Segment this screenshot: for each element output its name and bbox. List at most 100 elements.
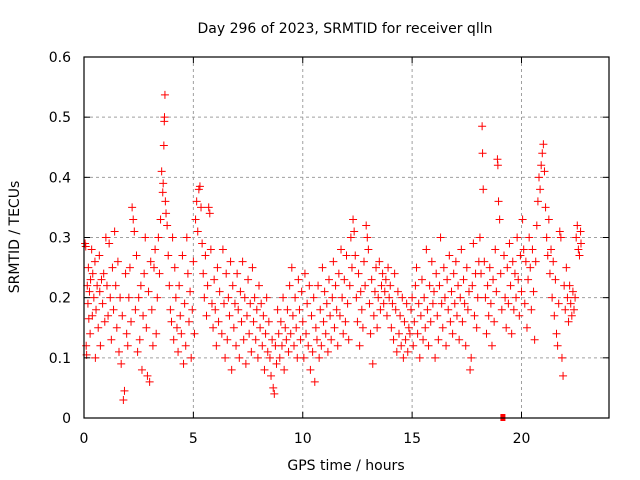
data-point <box>166 305 175 314</box>
x-tick-label: 0 <box>80 431 89 447</box>
data-point <box>227 365 236 374</box>
data-point <box>205 209 214 218</box>
data-point <box>240 293 249 302</box>
data-point <box>467 353 476 362</box>
data-point <box>272 359 281 368</box>
data-point <box>160 90 169 99</box>
data-point <box>191 215 200 224</box>
data-point <box>286 329 295 338</box>
data-point <box>159 141 168 150</box>
data-point <box>232 341 241 350</box>
data-point <box>118 311 127 320</box>
data-point <box>292 323 301 332</box>
data-point <box>284 347 293 356</box>
data-point <box>541 203 550 212</box>
data-point <box>360 257 368 266</box>
data-point <box>151 245 160 254</box>
data-point <box>517 287 526 296</box>
data-point <box>525 233 534 242</box>
data-point <box>218 245 227 254</box>
data-point <box>478 122 487 131</box>
data-point <box>250 293 259 302</box>
data-point <box>223 335 232 344</box>
data-point <box>305 281 314 290</box>
data-point <box>563 293 572 302</box>
x-tick-label: 15 <box>403 431 421 447</box>
data-point <box>485 263 494 272</box>
data-point <box>439 263 448 272</box>
data-point <box>260 365 269 374</box>
data-point <box>104 311 113 320</box>
data-point <box>96 341 105 350</box>
data-point <box>99 269 108 278</box>
data-point <box>97 275 106 284</box>
data-point <box>556 233 565 242</box>
data-point <box>109 305 118 314</box>
data-point <box>366 329 375 338</box>
data-point <box>400 317 409 326</box>
data-point <box>135 335 144 344</box>
data-point <box>233 269 242 278</box>
data-point <box>304 341 313 350</box>
data-point <box>102 281 111 290</box>
data-point <box>412 263 421 272</box>
data-point <box>88 311 97 320</box>
data-point <box>279 293 288 302</box>
data-point <box>331 281 340 290</box>
data-point <box>230 299 239 308</box>
data-point <box>269 383 278 392</box>
x-tick-label: 20 <box>513 431 531 447</box>
data-point <box>438 323 447 332</box>
data-point <box>201 251 210 260</box>
data-point <box>222 269 231 278</box>
data-point <box>405 329 414 338</box>
data-point <box>237 317 246 326</box>
data-point <box>493 161 502 170</box>
data-point <box>183 269 192 278</box>
data-point <box>161 197 170 206</box>
data-point <box>186 287 195 296</box>
data-point <box>380 287 389 296</box>
data-point <box>553 341 562 350</box>
data-point <box>253 353 262 362</box>
data-point <box>167 317 176 326</box>
data-point <box>533 197 542 206</box>
data-point <box>469 239 478 248</box>
data-point <box>516 251 525 260</box>
data-point <box>459 275 468 284</box>
data-point <box>258 341 267 350</box>
data-point <box>481 293 490 302</box>
data-point <box>521 257 530 266</box>
data-point <box>473 293 482 302</box>
data-point <box>509 305 518 314</box>
data-point <box>199 269 208 278</box>
data-point <box>340 275 349 284</box>
data-point <box>399 353 408 362</box>
data-point <box>408 293 417 302</box>
data-point <box>513 233 522 242</box>
data-point <box>544 215 553 224</box>
data-point <box>458 317 467 326</box>
data-point <box>246 299 255 308</box>
data-point <box>565 281 574 290</box>
data-point <box>130 227 139 236</box>
data-point <box>427 257 436 266</box>
data-point <box>574 245 583 254</box>
data-point <box>470 311 479 320</box>
data-point <box>334 269 343 278</box>
data-point <box>270 389 279 398</box>
data-point <box>170 263 179 272</box>
data-point <box>280 365 289 374</box>
data-point <box>143 371 152 380</box>
data-point <box>518 215 527 224</box>
data-point <box>197 203 206 212</box>
data-point <box>190 329 199 338</box>
data-point <box>150 263 158 272</box>
data-point <box>226 257 235 266</box>
data-point <box>431 353 440 362</box>
data-point <box>299 353 308 362</box>
data-point <box>410 317 419 326</box>
data-point <box>142 323 151 332</box>
data-point <box>520 299 529 308</box>
data-point <box>384 263 393 272</box>
